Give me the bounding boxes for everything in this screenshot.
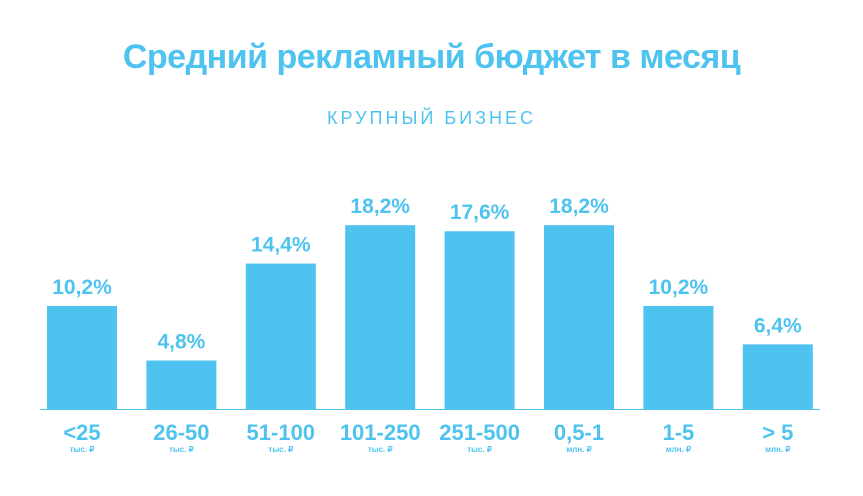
bar-5 (544, 225, 614, 409)
value-label-3: 18,2% (350, 195, 410, 218)
bar-4 (444, 231, 515, 409)
bar-7 (742, 344, 813, 409)
category-label-2: 51-100 (247, 420, 316, 445)
value-label-4: 17,6% (450, 201, 510, 224)
unit-label-0: тыс. ₽ (70, 445, 95, 454)
bar-1 (146, 360, 217, 409)
chart-subtitle: КРУПНЫЙ БИЗНЕС (327, 108, 536, 128)
bar-2 (245, 263, 316, 409)
category-label-7: > 5 (762, 420, 793, 445)
value-label-0: 10,2% (52, 276, 112, 299)
unit-label-6: млн. ₽ (666, 445, 691, 454)
unit-label-5: млн. ₽ (566, 445, 591, 454)
unit-label-7: млн. ₽ (765, 445, 790, 454)
unit-label-3: тыс. ₽ (368, 445, 393, 454)
value-label-2: 14,4% (251, 234, 311, 257)
category-label-5: 0,5-1 (554, 420, 604, 445)
category-label-6: 1-5 (663, 420, 695, 445)
category-label-4: 251-500 (439, 420, 520, 445)
value-label-6: 10,2% (649, 276, 709, 299)
value-label-1: 4,8% (157, 331, 205, 354)
category-label-3: 101-250 (340, 420, 421, 445)
bar-0 (47, 305, 117, 409)
value-label-5: 18,2% (549, 195, 609, 218)
category-label-0: <25 (63, 420, 100, 445)
unit-label-4: тыс. ₽ (467, 445, 492, 454)
value-label-7: 6,4% (754, 314, 802, 337)
unit-label-1: тыс. ₽ (169, 445, 194, 454)
chart-title: Средний рекламный бюджет в месяц (122, 38, 741, 76)
bar-3 (345, 225, 416, 409)
unit-label-2: тыс. ₽ (268, 445, 293, 454)
category-label-1: 26-50 (153, 420, 209, 445)
bar-6 (643, 305, 714, 409)
